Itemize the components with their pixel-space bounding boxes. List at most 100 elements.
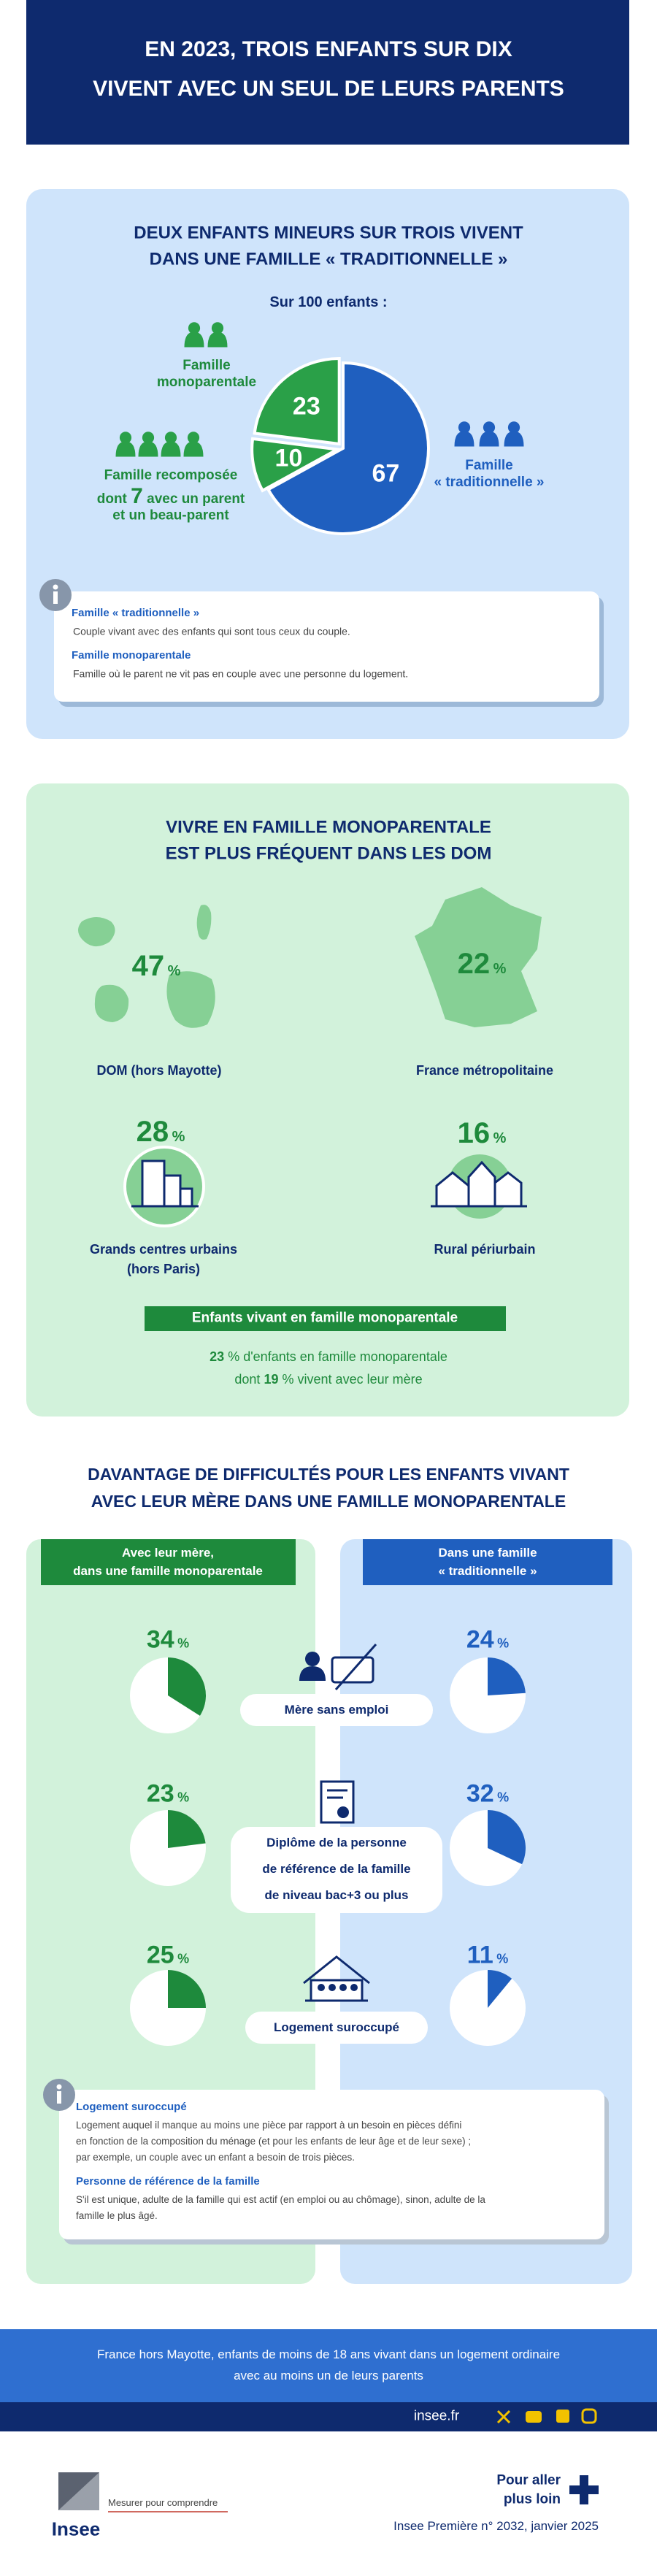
area-label-part: Grands centres urbains: [89, 1242, 238, 1257]
person-icon: [207, 331, 228, 348]
info-icon: [43, 2079, 75, 2111]
category-label: Famille recomposée: [104, 468, 238, 485]
percent-value-part: %: [497, 1790, 510, 1805]
percent-value: 32 %: [466, 1779, 509, 1809]
definition-text: en fonction de la composition du ménage …: [76, 2136, 471, 2147]
slice-label-part: 67: [372, 459, 400, 488]
tagline-part: Mesurer pour comprendre: [108, 2497, 218, 2509]
recomposed-detail-part: 7: [131, 484, 143, 508]
area-value: 47 %: [132, 948, 181, 984]
social-icons: [496, 2408, 597, 2424]
person-icon: [183, 441, 204, 457]
slice-label-part: 23: [292, 392, 320, 421]
plus-icon: [569, 2475, 599, 2504]
title-part: EN 2023, TROIS ENFANTS SUR DIX: [145, 37, 512, 61]
logo-text-part: Insee: [51, 2518, 101, 2540]
info-icon: [39, 579, 72, 611]
category-label-part: Famille « traditionnelle »: [434, 458, 545, 490]
column-label-part: Dans une famille: [438, 1545, 537, 1560]
area-value: 28 %: [137, 1114, 185, 1149]
links-band: [0, 2402, 657, 2431]
definition-text-part: Logement auquel il manque au moins une p…: [76, 2119, 462, 2131]
slice-label: 23: [293, 392, 320, 422]
column-label-part: Avec leur mère,: [122, 1545, 214, 1560]
recomposed-detail: dont 7 avec un parent: [97, 483, 245, 510]
banner-text: Enfants vivant en famille monoparentale: [192, 1311, 458, 1327]
area-label: DOM (hors Mayotte): [97, 1063, 222, 1079]
definition-text: S'il est unique, adulte de la famille qu…: [76, 2194, 485, 2206]
more-link-part: plus loin: [503, 2491, 561, 2507]
area-label-part: France métropolitaine: [415, 1063, 554, 1078]
definition-text-part: en fonction de la composition du ménage …: [76, 2135, 472, 2147]
area-value-part: %: [172, 1129, 185, 1145]
area-value-part: 22: [457, 948, 491, 980]
scope-note: France hors Mayotte, enfants de moins de…: [97, 2347, 560, 2362]
person-icon: [483, 421, 496, 434]
percent-value-part: %: [177, 1951, 190, 1966]
definition-text-part: Famille où le parent ne vit pas en coupl…: [73, 667, 409, 680]
row-label: Diplôme de la personne: [266, 1836, 407, 1850]
pie-slice: [488, 1970, 512, 2008]
info-box: [54, 591, 599, 702]
chart-title: Sur 100 enfants :: [269, 294, 387, 311]
definition-term-part: Personne de référence de la famille: [76, 2175, 260, 2188]
definition-term: Famille « traditionnelle »: [72, 607, 199, 620]
slice-label-part: 10: [274, 444, 303, 472]
percent-value-part: %: [177, 1790, 190, 1805]
definition-term: Personne de référence de la famille: [76, 2175, 260, 2188]
percent-value-part: %: [497, 1636, 510, 1651]
definition-term: Famille monoparentale: [72, 649, 191, 662]
row-label-part: Diplôme de la personne: [266, 1835, 407, 1849]
overall-line-part: d'enfants en famille monoparentale: [243, 1349, 447, 1365]
area-label: (hors Paris): [127, 1262, 200, 1278]
urban-icon: [123, 1146, 205, 1227]
row-label-part: Logement suroccupé: [274, 2020, 399, 2034]
overcrowded-icon: [303, 1955, 370, 2002]
section-heading-part: EST PLUS FRÉQUENT DANS LES DOM: [165, 843, 492, 864]
person-icon: [188, 322, 201, 334]
scope-note-part: France hors Mayotte, enfants de moins de…: [96, 2347, 561, 2361]
label-pill: [245, 2012, 428, 2044]
definition-text: Logement auquel il manque au moins une p…: [76, 2120, 461, 2131]
person-icon: [507, 421, 520, 434]
section-heading-part: VIVRE EN FAMILLE MONOPARENTALE: [166, 817, 491, 837]
person-icon: [458, 421, 471, 434]
area-value-part: %: [493, 961, 507, 977]
person-icon: [138, 441, 158, 457]
person-icon: [119, 432, 132, 444]
site-link-part: insee.fr: [413, 2408, 460, 2424]
percent-value-part: 24: [466, 1625, 494, 1654]
area-value: 16 %: [458, 1116, 507, 1151]
person-icon: [164, 432, 177, 444]
site-link: insee.fr: [414, 2409, 459, 2426]
row-label-part: de référence de la famille: [262, 1861, 411, 1876]
row-label: Logement suroccupé: [274, 2020, 399, 2035]
mother-line-part: 19: [264, 1372, 279, 1387]
section-heading: VIVRE EN FAMILLE MONOPARENTALE: [166, 818, 491, 839]
percent-value-part: 25: [146, 1941, 174, 1969]
area-value-part: %: [167, 963, 181, 979]
column-label: Dans une famille: [438, 1546, 537, 1560]
column-header: [363, 1539, 612, 1585]
pie-slice: [168, 1810, 206, 1848]
more-link-part: Pour aller: [496, 2472, 561, 2488]
definition-text-part: par exemple, un couple avec un enfant a …: [76, 2151, 355, 2163]
insee-logo: [58, 2472, 228, 2512]
slice-label: 10: [275, 444, 303, 474]
section-heading: EST PLUS FRÉQUENT DANS LES DOM: [166, 844, 492, 865]
banner: [145, 1306, 506, 1331]
reference-part: Insee Première n° 2032, janvier 2025: [393, 2518, 599, 2533]
pie-slice: [250, 437, 342, 493]
area-value-part: 16: [457, 1117, 491, 1149]
recomposed-detail: et un beau-parent: [112, 508, 228, 525]
person-icon: [187, 432, 200, 444]
percent-value-part: 11: [466, 1941, 493, 1969]
pie-slice: [168, 1657, 207, 1716]
area-value: 22 %: [458, 946, 507, 981]
row-label: Mère sans emploi: [285, 1703, 389, 1717]
definition-term-part: Famille monoparentale: [72, 649, 191, 662]
recomposed-detail-part: avec un parent: [147, 491, 245, 507]
section-heading-part: AVEC LEUR MÈRE DANS UNE FAMILLE MONOPARE…: [91, 1492, 566, 1511]
person-icon: [479, 431, 499, 447]
